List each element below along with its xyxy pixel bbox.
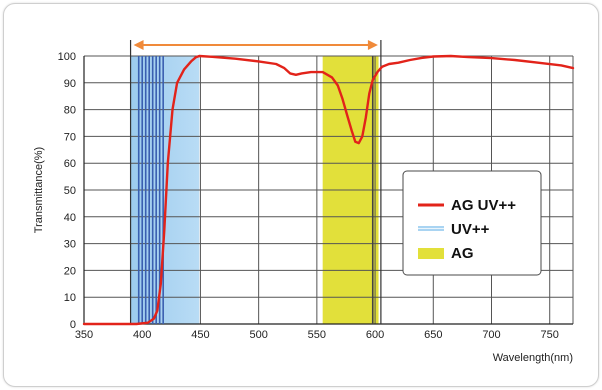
y-tick-label-20: 20 [64, 265, 76, 277]
series-line-ag-uv [82, 54, 575, 326]
y-tick-label-80: 80 [64, 105, 76, 117]
series-layer [82, 54, 575, 326]
legend-label-ag-uv: AG UV++ [451, 197, 516, 214]
y-tick-label-50: 50 [64, 185, 76, 197]
x-tick-label-650: 650 [424, 329, 442, 341]
y-tick-label-40: 40 [64, 212, 76, 224]
range-arrow-left-head [133, 40, 144, 50]
y-tick-label-30: 30 [64, 239, 76, 251]
guides-layer [129, 40, 382, 324]
x-tick-label-550: 550 [308, 329, 326, 341]
legend-swatch-ag [418, 248, 444, 259]
y-axis-title: Transmittance(%) [33, 147, 45, 233]
x-tick-label-700: 700 [482, 329, 500, 341]
y-tick-label-90: 90 [64, 78, 76, 90]
x-tick-label-750: 750 [541, 329, 559, 341]
x-tick-label-450: 450 [191, 329, 209, 341]
x-tick-label-350: 350 [75, 329, 93, 341]
ticks-layer: 0 10 20 30 40 50 60 70 80 90 100 350 400 450 500 550 600… [58, 51, 559, 341]
legend-label-uv: UV++ [451, 221, 490, 238]
y-tick-label-10: 10 [64, 292, 76, 304]
range-arrow-right-head [367, 40, 378, 50]
x-tick-label-400: 400 [133, 329, 151, 341]
y-tick-label-70: 70 [64, 131, 76, 143]
legend-label-ag: AG [451, 245, 474, 262]
x-tick-label-600: 600 [366, 329, 384, 341]
arrow-layer [133, 40, 378, 50]
y-tick-label-0: 0 [70, 319, 76, 331]
legend: AG UV++ UV++ AG [402, 170, 542, 276]
y-tick-label-60: 60 [64, 158, 76, 170]
x-axis-title: Wavelength(nm) [493, 352, 573, 364]
grid-layer [83, 55, 574, 325]
x-tick-label-500: 500 [249, 329, 267, 341]
y-tick-label-100: 100 [58, 51, 76, 63]
